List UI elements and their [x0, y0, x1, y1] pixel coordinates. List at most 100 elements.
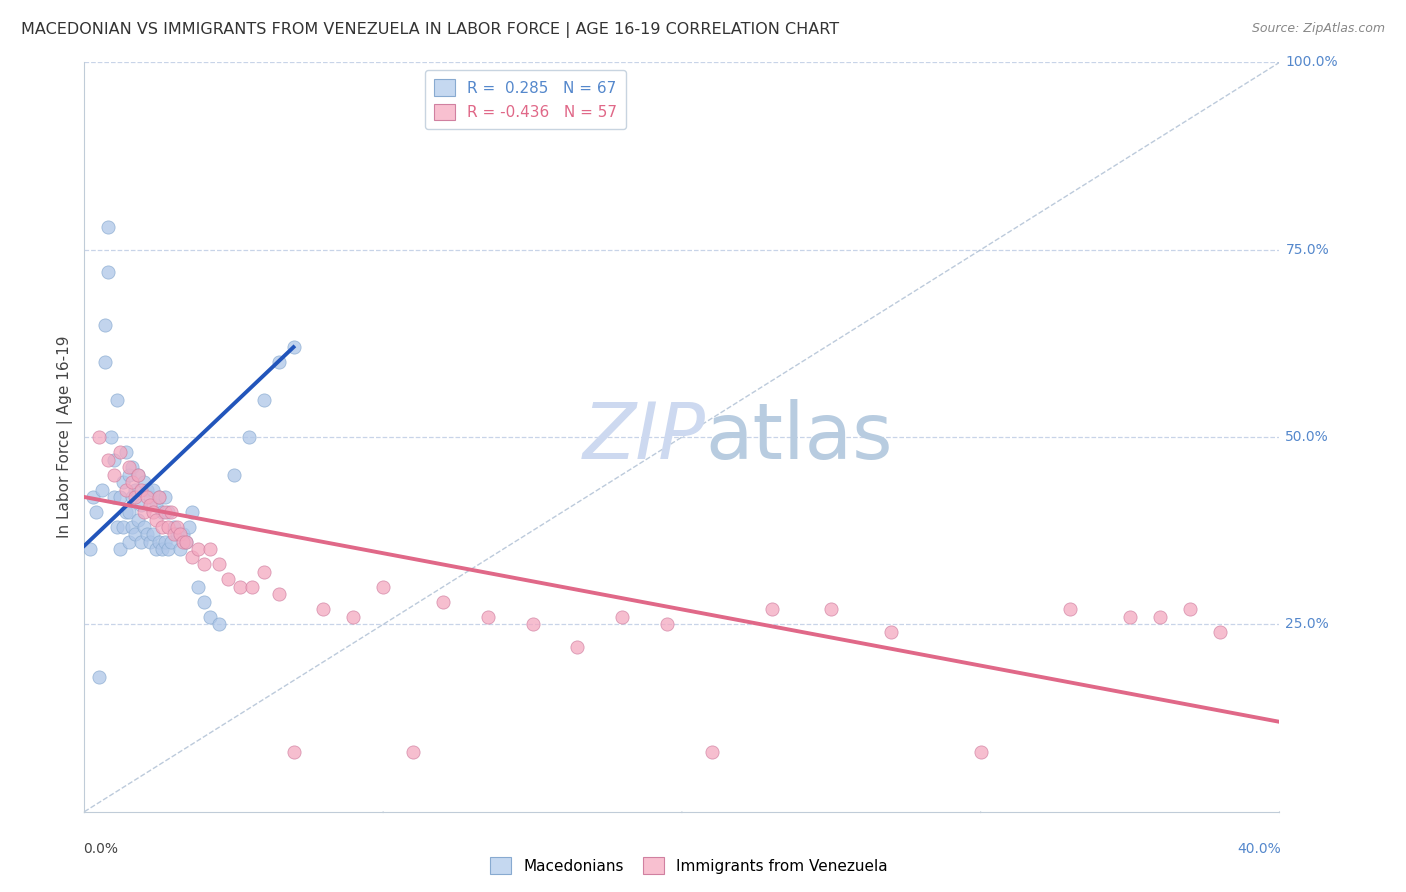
Point — [567, 640, 589, 654]
Point — [132, 475, 156, 489]
Point — [1119, 610, 1142, 624]
Point — [118, 505, 141, 519]
Point — [283, 745, 305, 759]
Point — [700, 745, 723, 759]
Point — [86, 505, 108, 519]
Point — [121, 460, 143, 475]
Point — [169, 542, 191, 557]
Point — [89, 430, 111, 444]
Point — [761, 602, 783, 616]
Point — [253, 392, 276, 407]
Point — [127, 512, 149, 526]
Point — [160, 505, 183, 519]
Point — [180, 505, 202, 519]
Point — [121, 520, 143, 534]
Point — [145, 512, 167, 526]
Point — [112, 475, 135, 489]
Point — [103, 490, 125, 504]
Point — [160, 535, 183, 549]
Point — [150, 505, 173, 519]
Point — [1178, 602, 1201, 616]
Point — [91, 483, 114, 497]
Point — [208, 558, 231, 572]
Point — [880, 624, 903, 639]
Point — [127, 467, 149, 482]
Point — [432, 595, 454, 609]
Point — [145, 542, 167, 557]
Point — [139, 498, 162, 512]
Point — [163, 527, 186, 541]
Point — [172, 535, 194, 549]
Point — [97, 220, 120, 235]
Point — [198, 610, 221, 624]
Point — [97, 265, 120, 279]
Point — [136, 490, 159, 504]
Point — [610, 610, 633, 624]
Point — [142, 483, 165, 497]
Point — [94, 355, 117, 369]
Point — [148, 490, 170, 504]
Point — [127, 467, 149, 482]
Text: 100.0%: 100.0% — [1285, 55, 1339, 70]
Point — [477, 610, 499, 624]
Point — [115, 483, 138, 497]
Point — [166, 520, 188, 534]
Point — [82, 490, 104, 504]
Point — [193, 558, 215, 572]
Point — [193, 595, 215, 609]
Text: atlas: atlas — [706, 399, 893, 475]
Point — [1059, 602, 1081, 616]
Legend: R =  0.285   N = 67, R = -0.436   N = 57: R = 0.285 N = 67, R = -0.436 N = 57 — [425, 70, 627, 129]
Point — [150, 542, 173, 557]
Point — [655, 617, 678, 632]
Point — [217, 573, 239, 587]
Point — [105, 392, 128, 407]
Text: 75.0%: 75.0% — [1285, 243, 1329, 257]
Text: 0.0%: 0.0% — [83, 842, 118, 855]
Point — [148, 535, 170, 549]
Point — [371, 580, 394, 594]
Point — [820, 602, 842, 616]
Point — [312, 602, 335, 616]
Point — [115, 445, 138, 459]
Text: 40.0%: 40.0% — [1237, 842, 1281, 855]
Point — [187, 580, 209, 594]
Text: 50.0%: 50.0% — [1285, 430, 1329, 444]
Point — [1208, 624, 1232, 639]
Point — [124, 483, 146, 497]
Point — [166, 527, 188, 541]
Point — [970, 745, 993, 759]
Point — [103, 452, 125, 467]
Point — [163, 520, 186, 534]
Point — [522, 617, 544, 632]
Point — [79, 542, 101, 557]
Text: 25.0%: 25.0% — [1285, 617, 1329, 632]
Point — [153, 535, 176, 549]
Point — [253, 565, 276, 579]
Point — [97, 452, 120, 467]
Legend: Macedonians, Immigrants from Venezuela: Macedonians, Immigrants from Venezuela — [484, 851, 894, 880]
Point — [208, 617, 231, 632]
Point — [118, 467, 141, 482]
Text: ZIP: ZIP — [583, 399, 706, 475]
Point — [118, 460, 141, 475]
Point — [174, 535, 197, 549]
Text: MACEDONIAN VS IMMIGRANTS FROM VENEZUELA IN LABOR FORCE | AGE 16-19 CORRELATION C: MACEDONIAN VS IMMIGRANTS FROM VENEZUELA … — [21, 22, 839, 38]
Point — [240, 580, 263, 594]
Point — [121, 490, 143, 504]
Point — [94, 318, 117, 332]
Point — [129, 498, 152, 512]
Point — [153, 490, 176, 504]
Point — [177, 520, 200, 534]
Point — [132, 520, 156, 534]
Point — [110, 542, 132, 557]
Point — [1149, 610, 1171, 624]
Point — [174, 535, 197, 549]
Point — [222, 467, 245, 482]
Point — [267, 355, 290, 369]
Point — [142, 527, 165, 541]
Point — [169, 527, 191, 541]
Point — [267, 587, 290, 601]
Y-axis label: In Labor Force | Age 16-19: In Labor Force | Age 16-19 — [58, 335, 73, 539]
Point — [115, 505, 138, 519]
